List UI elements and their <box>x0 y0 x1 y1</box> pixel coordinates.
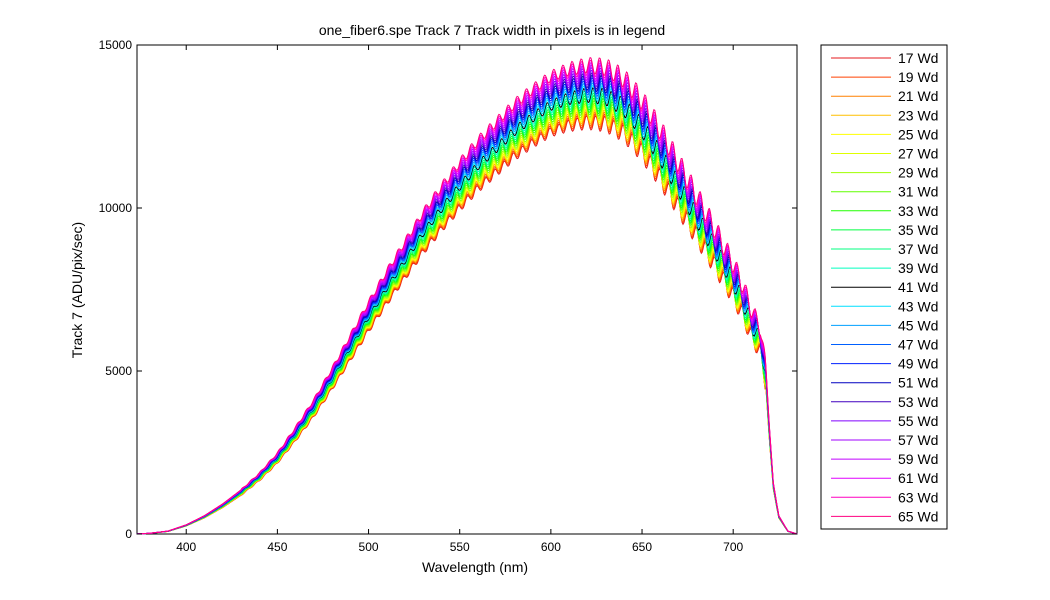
legend-label: 27 Wd <box>898 146 938 162</box>
chart-title: one_fiber6.spe Track 7 Track width in pi… <box>319 22 665 38</box>
y-tick-label: 5000 <box>105 364 132 378</box>
legend-label: 63 Wd <box>898 489 938 505</box>
legend: 17 Wd 19 Wd 21 Wd 23 Wd 25 Wd 27 Wd 29 Wd 31 Wd… <box>820 44 948 530</box>
legend-label: 47 Wd <box>898 337 938 353</box>
legend-label: 49 Wd <box>898 356 938 372</box>
y-tick-label: 15000 <box>99 38 133 52</box>
legend-label: 19 Wd <box>898 69 938 85</box>
x-tick-label: 400 <box>176 540 196 554</box>
series-lines <box>136 56 798 535</box>
legend-label: 57 Wd <box>898 432 938 448</box>
legend-label: 45 Wd <box>898 317 938 333</box>
legend-label: 55 Wd <box>898 413 938 429</box>
x-tick-label: 500 <box>359 540 379 554</box>
legend-label: 39 Wd <box>898 260 938 276</box>
legend-label: 31 Wd <box>898 184 938 200</box>
x-tick-label: 700 <box>723 540 743 554</box>
legend-label: 23 Wd <box>898 107 938 123</box>
x-tick-label: 600 <box>541 540 561 554</box>
legend-label: 53 Wd <box>898 394 938 410</box>
plot-area <box>136 44 798 535</box>
legend-label: 59 Wd <box>898 451 938 467</box>
x-tick-label: 550 <box>450 540 470 554</box>
series-line-65-wd <box>136 56 798 535</box>
legend-label: 65 Wd <box>898 508 938 524</box>
legend-label: 61 Wd <box>898 470 938 486</box>
axis-ticks: 400 450 500 550 600 650 700 0 5000 10000 15000 <box>99 38 797 554</box>
legend-label: 43 Wd <box>898 298 938 314</box>
legend-label: 25 Wd <box>898 126 938 142</box>
x-axis-label: Wavelength (nm) <box>422 559 528 575</box>
legend-label: 17 Wd <box>898 50 938 66</box>
x-tick-label: 650 <box>632 540 652 554</box>
y-tick-label: 0 <box>125 527 132 541</box>
y-axis-label: Track 7 (ADU/pix/sec) <box>69 222 85 358</box>
y-tick-label: 10000 <box>99 201 133 215</box>
legend-label: 35 Wd <box>898 222 938 238</box>
legend-label: 37 Wd <box>898 241 938 257</box>
legend-label: 41 Wd <box>898 279 938 295</box>
legend-label: 33 Wd <box>898 203 938 219</box>
legend-label: 21 Wd <box>898 88 938 104</box>
x-tick-label: 450 <box>267 540 287 554</box>
legend-label: 29 Wd <box>898 165 938 181</box>
legend-label: 51 Wd <box>898 375 938 391</box>
